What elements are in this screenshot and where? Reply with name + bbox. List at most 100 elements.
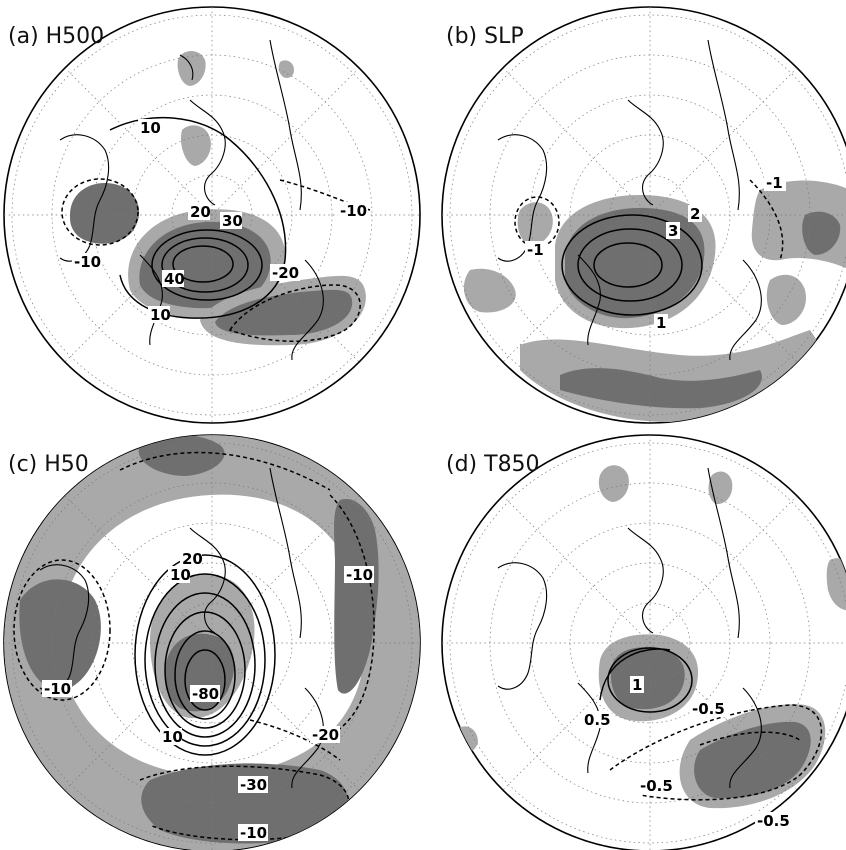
latitude-circle [11,14,413,416]
contour-label: 0.5 [582,711,612,729]
panel-d-title: (d) T850 [446,452,540,477]
contour-label: -20 [310,726,340,744]
contour-label: 10 [168,566,191,584]
coastline [139,254,163,346]
latitude-circle [609,602,691,684]
contour-positive [599,648,671,701]
coastline [189,99,226,206]
contour-positive [134,554,276,756]
svg-text:3: 3 [668,222,678,240]
shade-negative-dark [694,721,811,799]
svg-text:20: 20 [182,550,203,568]
contour-label: -10 [72,253,102,271]
panel-c: (c) H50 20 -10 -10 -20 -30 -10 10 [3,434,421,850]
shade-negative-east-dark [334,499,379,694]
svg-text:10: 10 [150,306,171,324]
svg-text:-30: -30 [240,776,267,794]
contour-label: 40 [162,270,185,288]
contour-label: -0.5 [638,777,678,795]
svg-text:-20: -20 [312,726,339,744]
svg-text:-1: -1 [527,241,544,259]
coastline [707,467,740,639]
contour-label: 10 [160,728,183,746]
contour-negative [699,731,801,746]
svg-text:-80: -80 [192,685,219,703]
contour-label: -0.5 [690,700,730,718]
shade-negative-west-dark [19,579,101,691]
svg-text:-0.5: -0.5 [692,700,725,718]
contour-positive [164,611,246,729]
svg-text:2: 2 [690,205,700,223]
shade-negative-north-dark [138,435,225,476]
contour-label: 2 [688,205,702,223]
svg-text:1: 1 [656,314,666,332]
coastline [577,254,601,346]
coastline [707,39,740,211]
latitude-circle [529,94,771,336]
latitude-circle [11,442,413,844]
svg-text:-10: -10 [74,253,101,271]
contour-positive [593,242,663,288]
panel-c-title: (c) H50 [8,452,89,477]
contour-negative [139,765,350,841]
contour-label: 10 [138,119,161,137]
contour-label: 30 [220,212,243,230]
panel-b-title: (b) SLP [446,24,524,49]
coastline [497,134,548,262]
shade-north [598,465,629,502]
shade-negative-south-dark [141,763,349,844]
panel-d: (d) T850 1 0.5 -0.5 -0.5 -0.5 [441,434,846,850]
contour-negative [319,494,375,741]
coastline [291,259,324,361]
svg-text:-0.5: -0.5 [640,777,673,795]
shade-small-ne [278,60,294,78]
coastline [729,259,762,361]
coastline [291,687,324,789]
shade-negative-west [70,183,140,244]
contour-label: -1 [525,241,547,259]
contour-negative [609,704,822,801]
contour-positive [172,245,234,283]
svg-text:-10: -10 [340,202,367,220]
shade-east-dark [802,211,841,255]
contour-label: 20 [180,550,203,568]
svg-text:-10: -10 [240,824,267,842]
latitude-circle [529,522,771,764]
latitude-circle [171,174,253,256]
shade-negative-west [517,202,553,245]
contour-label: 1 [630,676,644,694]
svg-text:1: 1 [632,676,642,694]
coastline [269,467,302,639]
svg-text:-0.5: -0.5 [757,812,790,830]
latitude-circle [91,522,333,764]
contour-label: -1 [764,174,786,192]
contour-positive [151,229,263,301]
shade-west [463,268,516,313]
contour-positive [161,237,249,293]
svg-text:-20: -20 [272,264,299,282]
svg-text:10: 10 [140,119,161,137]
contour-label: -10 [344,566,374,584]
contour-positive [184,649,226,711]
contour-label: 3 [666,222,680,240]
shade-negative-east-dark [215,289,353,336]
coastline [729,687,762,789]
contour-label: -10 [238,824,268,842]
contour-negative [228,284,361,342]
svg-text:-10: -10 [44,680,71,698]
coastline [497,562,548,690]
contour-negative [749,179,784,261]
contour-label: 10 [148,306,171,324]
contour-label: -30 [238,776,268,794]
coastline [627,99,664,206]
svg-text:20: 20 [190,203,211,221]
contour-negative [61,178,139,246]
shade-positive-dark [610,647,685,710]
svg-text:30: 30 [222,212,243,230]
shade-negative-ring [4,435,420,850]
meridian-line [64,495,360,791]
shade-ne [708,471,733,505]
shade-ne [766,274,806,325]
shade-south-dark [560,368,762,409]
